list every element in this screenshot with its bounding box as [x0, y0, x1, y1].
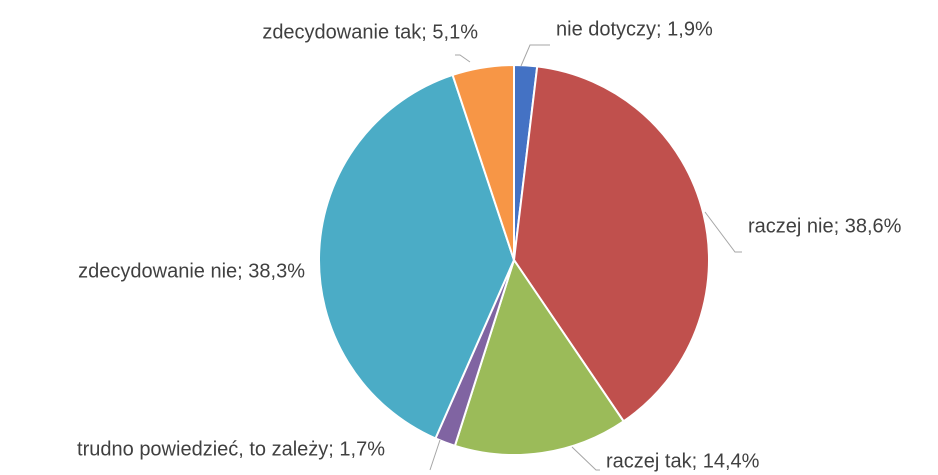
- pie-slice: [512, 65, 710, 423]
- leader-line: [455, 54, 471, 63]
- pie-slice: [451, 63, 515, 261]
- data-label: nie dotyczy; 1,9%: [556, 18, 713, 40]
- data-label: raczej tak; 14,4%: [606, 450, 760, 472]
- leader-line: [429, 439, 441, 471]
- pie-slice: [453, 257, 625, 456]
- leader-line: [571, 446, 600, 471]
- data-label: trudno powiedzieć, to zależy; 1,7%: [77, 438, 385, 460]
- data-label: raczej nie; 38,6%: [748, 215, 902, 237]
- leader-line: [704, 211, 742, 253]
- pie-slice: [318, 73, 516, 440]
- data-label: zdecydowanie tak; 5,1%: [262, 21, 478, 43]
- data-label: zdecydowanie nie; 38,3%: [78, 260, 305, 282]
- leader-line: [520, 44, 550, 67]
